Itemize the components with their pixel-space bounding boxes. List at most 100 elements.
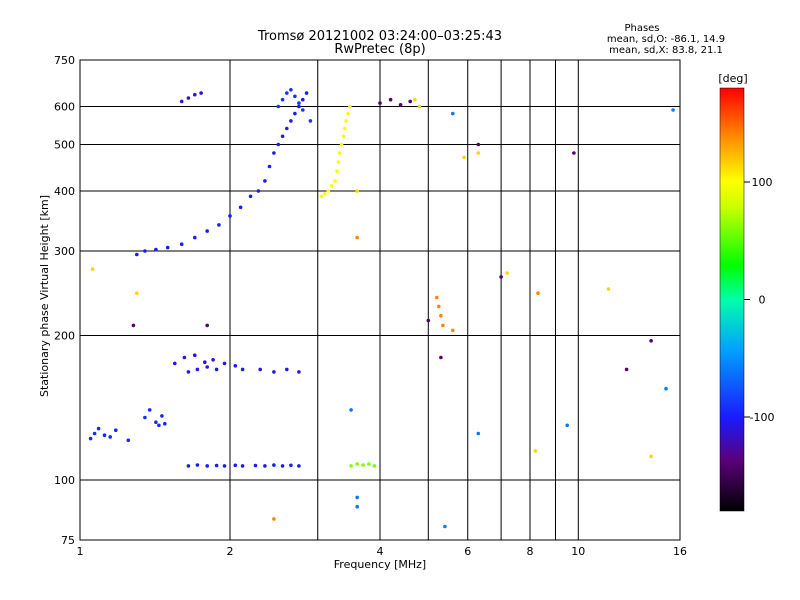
- echo-point: [355, 495, 360, 500]
- echo-point: [437, 304, 441, 309]
- echo-point: [143, 415, 147, 420]
- echo-point: [205, 229, 209, 233]
- echo-point: [297, 101, 301, 105]
- echo-point: [205, 464, 209, 468]
- stats-heading: Phases: [624, 23, 659, 34]
- echo-point: [505, 271, 510, 275]
- echo-point: [199, 91, 203, 95]
- echo-point: [572, 151, 576, 155]
- echo-point: [413, 97, 417, 102]
- echo-point: [348, 104, 352, 109]
- stats-o-mode: mean, sd,O: -86.1, 14.9: [607, 34, 725, 45]
- echo-point: [248, 194, 253, 199]
- grid-lines: [80, 60, 680, 540]
- echo-point: [536, 291, 540, 296]
- echo-point: [398, 103, 403, 107]
- echo-point: [355, 189, 360, 193]
- echo-point: [293, 94, 297, 99]
- echo-point: [163, 421, 167, 426]
- x-axis-label: Frequency [MHz]: [334, 558, 426, 571]
- y-tick-label: 100: [54, 474, 75, 487]
- echo-point: [441, 323, 445, 328]
- x-tick-label: 1: [77, 545, 84, 558]
- echo-point: [280, 134, 285, 139]
- echo-point: [276, 104, 281, 109]
- echo-point: [408, 99, 413, 104]
- colorbar: [719, 87, 745, 512]
- echo-point: [205, 323, 209, 328]
- echo-point: [308, 119, 313, 123]
- y-axis-ticks: 75 100 200 300 400 500 600 750: [54, 54, 75, 547]
- echo-point: [293, 111, 297, 116]
- echo-point: [361, 463, 365, 467]
- echo-point: [193, 92, 197, 97]
- echo-point: [135, 252, 139, 257]
- echo-point: [301, 108, 305, 112]
- echo-point: [186, 96, 191, 100]
- stats-x-mode: mean, sd,X: 83.8, 21.1: [609, 45, 723, 56]
- y-tick-label: 75: [61, 534, 75, 547]
- echo-point: [355, 235, 360, 240]
- echo-point: [333, 179, 337, 183]
- echo-point: [319, 194, 324, 199]
- x-tick-label: 16: [673, 545, 687, 558]
- echo-point: [179, 242, 184, 246]
- colorbar-label: [deg]: [718, 72, 747, 85]
- echo-point: [88, 436, 93, 441]
- echo-point: [301, 97, 305, 102]
- echo-point: [664, 386, 668, 391]
- echo-point: [205, 365, 209, 369]
- echo-point: [649, 339, 653, 343]
- echo-point: [195, 367, 200, 372]
- echo-point: [476, 151, 481, 155]
- echo-point: [289, 119, 293, 123]
- echo-point: [154, 420, 158, 425]
- echo-point: [102, 433, 107, 438]
- echo-point: [624, 367, 629, 372]
- echo-point: [285, 126, 289, 131]
- echo-point: [276, 142, 281, 147]
- echo-point: [182, 355, 187, 360]
- echo-point: [160, 414, 164, 418]
- y-tick-label: 750: [54, 54, 75, 67]
- chart-subtitle: RwPretec (8p): [334, 42, 425, 57]
- echo-point: [289, 463, 293, 468]
- colorbar-ticks: 100 0 -100: [744, 176, 774, 424]
- chart-title: Tromsø 20121002 03:24:00–03:25:43: [257, 29, 502, 44]
- data-points: [88, 88, 675, 529]
- echo-point: [240, 367, 245, 372]
- x-tick-label: 2: [227, 545, 234, 558]
- echo-point: [108, 435, 112, 439]
- echo-point: [90, 267, 95, 271]
- echo-point: [343, 126, 347, 131]
- echo-point: [211, 358, 215, 362]
- echo-point: [417, 104, 422, 109]
- echo-point: [214, 367, 219, 372]
- echo-point: [499, 275, 503, 279]
- y-tick-label: 500: [54, 139, 75, 152]
- echo-point: [258, 367, 263, 372]
- echo-point: [157, 423, 161, 428]
- echo-point: [339, 142, 344, 147]
- echo-point: [335, 169, 339, 173]
- echo-point: [147, 408, 152, 412]
- echo-point: [388, 97, 393, 102]
- echo-point: [671, 108, 675, 112]
- echo-point: [533, 449, 538, 453]
- echo-point: [233, 463, 238, 468]
- echo-point: [263, 179, 267, 183]
- echo-point: [355, 504, 360, 509]
- echo-point: [272, 370, 276, 374]
- y-tick-label: 200: [54, 330, 75, 343]
- echo-point: [233, 364, 238, 368]
- x-axis-ticks: 1 2 4 6 8 10 16: [77, 545, 688, 558]
- echo-point: [285, 91, 289, 95]
- echo-point: [349, 464, 353, 468]
- echo-point: [193, 353, 197, 358]
- echo-point: [143, 249, 147, 253]
- y-axis-label: Stationary phase Virtual Height [km]: [38, 195, 51, 397]
- echo-point: [214, 463, 219, 468]
- x-tick-label: 4: [377, 545, 384, 558]
- echo-point: [451, 328, 455, 333]
- echo-point: [337, 151, 342, 155]
